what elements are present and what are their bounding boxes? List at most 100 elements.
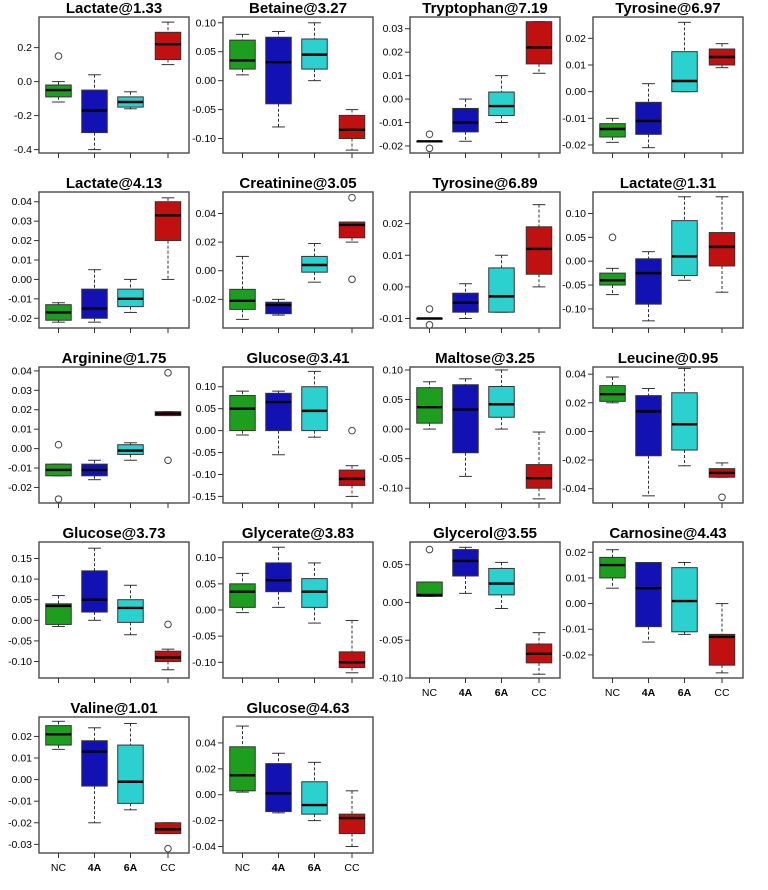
box-cc bbox=[338, 193, 366, 284]
iqr-box bbox=[452, 107, 479, 133]
y-tick-label: -0.05 bbox=[192, 447, 216, 459]
box-cc bbox=[525, 21, 553, 74]
plot-frame bbox=[592, 366, 744, 504]
box-6a bbox=[301, 22, 328, 82]
y-tick-label: -0.05 bbox=[379, 453, 403, 465]
y-tick-label: 0.04 bbox=[12, 196, 33, 208]
box-4a bbox=[452, 378, 479, 477]
y-tick-label: 0.01 bbox=[12, 753, 33, 765]
box-cc bbox=[525, 632, 553, 675]
y-tick-label: -0.10 bbox=[562, 303, 586, 315]
box-4a bbox=[81, 547, 108, 621]
y-tick-label: -0.04 bbox=[562, 483, 586, 495]
box-nc bbox=[599, 376, 626, 404]
y-tick-label: 0.00 bbox=[12, 774, 33, 786]
y-tick-label: 0.10 bbox=[566, 208, 587, 220]
panel-valine-1-01: Valine@1.01 -0.03 -0.02 -0.01 0.00 0.01 0.02 NC… bbox=[8, 700, 190, 874]
x-tick-label-6a: 6A bbox=[495, 687, 509, 699]
iqr-box bbox=[154, 201, 182, 242]
outlier-point bbox=[54, 495, 63, 503]
panel-glycerate-3-83: Glycerate@3.83 -0.10 -0.05 0.00 0.05 0.10 bbox=[192, 525, 374, 683]
y-tick-label: 0.00 bbox=[566, 86, 587, 98]
panel-carnosine-4-43: Carnosine@4.43 -0.02 -0.01 0.00 0.01 0.02 NC 4A… bbox=[562, 525, 744, 699]
y-tick-label: 0.05 bbox=[196, 578, 217, 590]
iqr-box bbox=[525, 226, 553, 275]
iqr-box bbox=[45, 603, 72, 625]
box-nc bbox=[416, 305, 443, 329]
y-tick-label: 0.00 bbox=[566, 426, 587, 438]
box-nc bbox=[229, 725, 256, 793]
box-cc bbox=[338, 619, 366, 674]
iqr-box bbox=[81, 740, 108, 787]
iqr-box bbox=[708, 633, 736, 666]
box-4a bbox=[635, 251, 662, 322]
box-4a bbox=[635, 83, 662, 149]
y-tick-label: 0.00 bbox=[12, 615, 33, 627]
box-6a bbox=[301, 761, 328, 822]
panel-title: Creatinine@3.05 bbox=[239, 175, 356, 192]
box-4a bbox=[81, 269, 108, 323]
y-tick-label: 0.00 bbox=[12, 274, 33, 286]
iqr-box bbox=[488, 567, 515, 596]
x-tick-label-cc: CC bbox=[531, 687, 547, 699]
y-tick-label: 0.0 bbox=[17, 76, 32, 88]
iqr-box bbox=[708, 232, 736, 267]
iqr-box bbox=[229, 395, 256, 432]
y-tick-label: 0.00 bbox=[566, 256, 587, 268]
y-tick-label: 0.01 bbox=[566, 60, 587, 72]
y-tick-label: 0.00 bbox=[383, 597, 404, 609]
y-tick-label: 0.01 bbox=[12, 424, 33, 436]
y-tick-label: -0.01 bbox=[562, 113, 586, 125]
iqr-box bbox=[671, 392, 698, 451]
y-tick-label: -0.10 bbox=[8, 656, 32, 668]
box-4a bbox=[265, 546, 292, 608]
box-nc bbox=[229, 572, 256, 614]
panel-tryptophan-7-19: Tryptophan@7.19 -0.02 -0.01 0.00 0.01 0.02 0.0… bbox=[379, 0, 561, 158]
x-tick-label-6a: 6A bbox=[308, 862, 322, 874]
iqr-box bbox=[229, 746, 256, 792]
y-tick-label: -0.02 bbox=[8, 313, 32, 325]
y-tick-label: 0.05 bbox=[383, 559, 404, 571]
x-tick-label-nc: NC bbox=[422, 687, 438, 699]
box-nc bbox=[416, 545, 443, 597]
panel-maltose-3-25: Maltose@3.25 -0.10 -0.05 0.00 0.05 0.10 bbox=[379, 350, 561, 508]
box-6a bbox=[117, 91, 144, 110]
box-4a bbox=[635, 562, 662, 643]
y-tick-label: -0.05 bbox=[379, 635, 403, 647]
y-tick-label: 0.10 bbox=[12, 574, 33, 586]
iqr-box bbox=[416, 387, 443, 424]
iqr-box bbox=[117, 599, 144, 623]
outlier-point bbox=[425, 321, 434, 329]
iqr-box bbox=[265, 562, 292, 593]
box-6a bbox=[301, 370, 328, 438]
iqr-box bbox=[671, 51, 698, 93]
panel-glucose-3-41: Glucose@3.41 -0.15 -0.10 -0.05 0.00 0.05 0.10 bbox=[192, 350, 374, 508]
y-tick-label: -0.10 bbox=[192, 657, 216, 669]
y-tick-label: -0.01 bbox=[8, 293, 32, 305]
panel-tyrosine-6-97: Tyrosine@6.97 -0.02 -0.01 0.00 0.01 0.02 bbox=[562, 0, 744, 158]
box-nc bbox=[416, 381, 443, 430]
y-tick-label: -0.10 bbox=[379, 673, 403, 685]
y-tick-label: -0.02 bbox=[562, 140, 586, 152]
plot-frame bbox=[222, 16, 374, 154]
panel-title: Tyrosine@6.89 bbox=[432, 175, 537, 192]
panel-creatinine-3-05: Creatinine@3.05 -0.02 0.00 0.02 0.04 bbox=[192, 175, 374, 333]
iqr-box bbox=[525, 21, 553, 65]
y-tick-label: 0.05 bbox=[12, 594, 33, 606]
y-tick-label: -0.03 bbox=[8, 839, 32, 851]
x-tick-label-4a: 4A bbox=[88, 862, 102, 874]
plot-frame bbox=[38, 716, 190, 854]
y-tick-label: -0.01 bbox=[379, 313, 403, 325]
y-tick-label: -0.02 bbox=[192, 815, 216, 827]
box-cc bbox=[154, 620, 182, 671]
y-tick-label: 0.02 bbox=[12, 731, 33, 743]
iqr-box bbox=[635, 258, 662, 305]
y-tick-label: -0.01 bbox=[379, 117, 403, 129]
box-cc bbox=[338, 426, 366, 497]
plot-frame bbox=[409, 541, 561, 679]
panel-title: Lactate@1.33 bbox=[66, 0, 162, 17]
box-cc bbox=[525, 431, 553, 500]
outlier-point bbox=[164, 369, 172, 377]
box-4a bbox=[81, 727, 108, 824]
y-tick-label: 0.00 bbox=[383, 94, 404, 106]
